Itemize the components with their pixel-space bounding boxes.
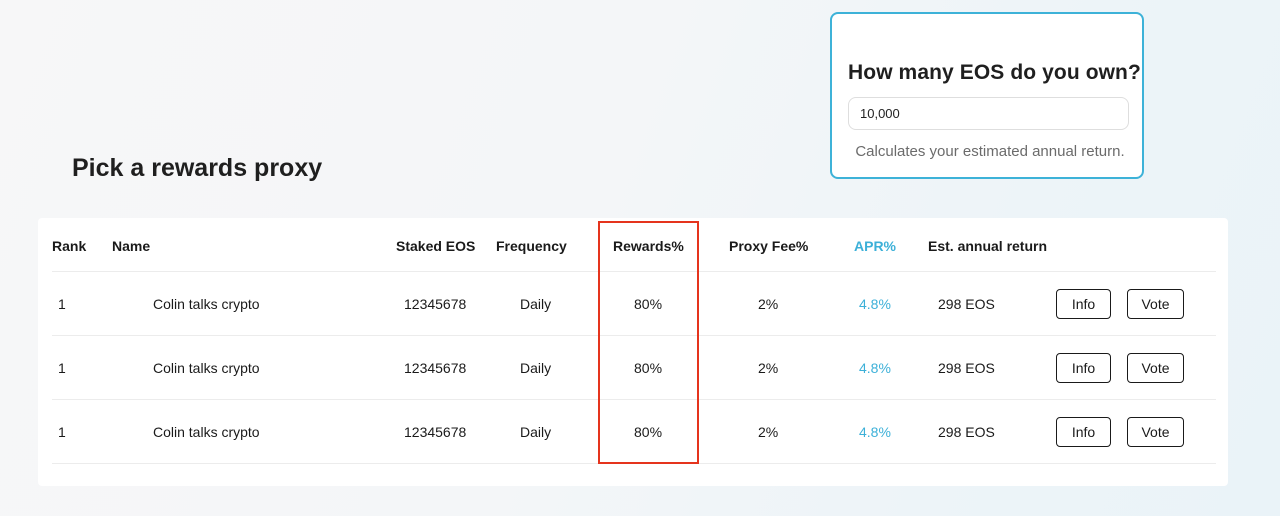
info-button[interactable]: Info (1056, 416, 1111, 447)
cell-rank: 1 (58, 295, 66, 312)
cell-apr: 4.8% (859, 359, 891, 376)
cell-proxy-fee: 2% (758, 359, 779, 376)
eos-calculator-card: How many EOS do you own? Calculates your… (830, 12, 1144, 179)
header-staked-eos: Staked EOS (396, 238, 476, 254)
page-title: Pick a rewards proxy (72, 154, 323, 182)
vote-button[interactable]: Vote (1127, 352, 1184, 383)
cell-est-annual-return: 298 EOS (938, 423, 995, 440)
table-row: 1 Colin talks crypto 12345678 Daily 80% … (52, 400, 1216, 464)
cell-proxy-fee: 2% (758, 295, 779, 312)
cell-proxy-fee: 2% (758, 423, 779, 440)
header-proxy-fee: Proxy Fee% (729, 238, 809, 254)
cell-name: Colin talks crypto (153, 295, 260, 312)
header-est-annual-return: Est. annual return (928, 238, 1048, 254)
cell-apr: 4.8% (859, 423, 891, 440)
table-row: 1 Colin talks crypto 12345678 Daily 80% … (52, 336, 1216, 400)
info-button[interactable]: Info (1056, 352, 1111, 383)
cell-staked-eos: 12345678 (404, 295, 467, 312)
header-rank: Rank (52, 238, 87, 254)
cell-rank: 1 (58, 359, 66, 376)
calculator-hint: Calculates your estimated annual return. (855, 143, 1125, 160)
cell-rewards: 80% (634, 359, 663, 376)
cell-rank: 1 (58, 423, 66, 440)
vote-button[interactable]: Vote (1127, 416, 1184, 447)
table-header-row: Rank Name Staked EOS Frequency Rewards% … (52, 218, 1216, 272)
calculator-title: How many EOS do you own? (848, 61, 1141, 84)
info-button[interactable]: Info (1056, 288, 1111, 319)
proxy-table: Rank Name Staked EOS Frequency Rewards% … (38, 218, 1228, 486)
cell-staked-eos: 12345678 (404, 359, 467, 376)
cell-staked-eos: 12345678 (404, 423, 467, 440)
table-row: 1 Colin talks crypto 12345678 Daily 80% … (52, 272, 1216, 336)
cell-rewards: 80% (634, 423, 663, 440)
header-apr: APR% (854, 238, 897, 254)
eos-amount-input[interactable] (848, 97, 1129, 130)
vote-button[interactable]: Vote (1127, 288, 1184, 319)
cell-est-annual-return: 298 EOS (938, 359, 995, 376)
cell-name: Colin talks crypto (153, 423, 260, 440)
cell-frequency: Daily (520, 423, 552, 440)
cell-frequency: Daily (520, 359, 552, 376)
cell-apr: 4.8% (859, 295, 891, 312)
header-frequency: Frequency (496, 238, 567, 254)
cell-rewards: 80% (634, 295, 663, 312)
header-name: Name (112, 238, 151, 254)
cell-name: Colin talks crypto (153, 359, 260, 376)
cell-frequency: Daily (520, 295, 552, 312)
cell-est-annual-return: 298 EOS (938, 295, 995, 312)
header-rewards: Rewards% (613, 238, 684, 254)
